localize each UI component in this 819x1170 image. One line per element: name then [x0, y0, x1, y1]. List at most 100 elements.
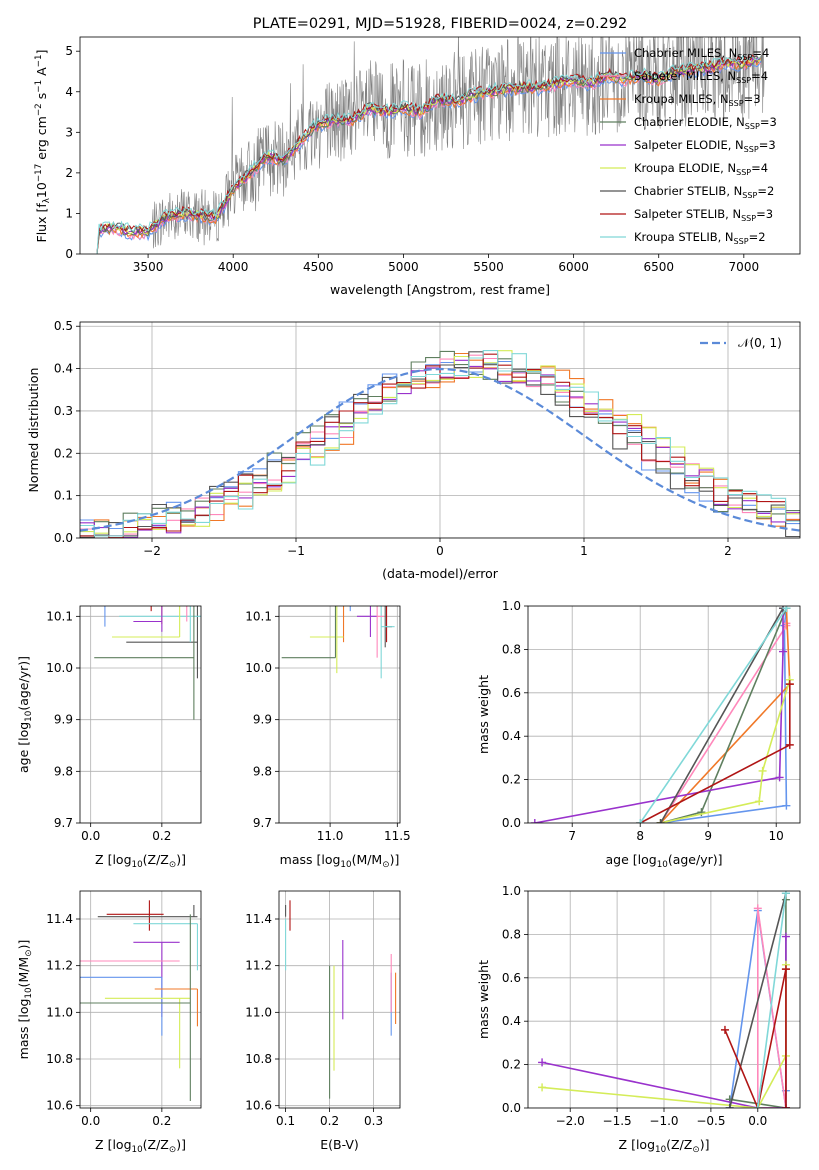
y-tick-label: 0.0 — [502, 1101, 521, 1115]
label-part: (Z/Z — [143, 852, 169, 867]
x-axis-label: wavelength [Angstrom, rest frame] — [330, 282, 550, 297]
weight-marker — [782, 606, 791, 613]
y-tick-label: 11.0 — [46, 1005, 73, 1019]
weight-line-salpeter-elodie — [534, 608, 784, 823]
y-tick-label: 11.4 — [46, 912, 73, 926]
y-tick-label: 11.2 — [46, 959, 73, 973]
y-tick-label: 0.1 — [54, 489, 73, 503]
axes-frame — [278, 890, 401, 1109]
label-part: 10 — [132, 860, 143, 870]
normal-curve — [80, 367, 800, 532]
weight-marker — [538, 1083, 547, 1092]
legend-label: Kroupa ELODIE, NSSP=4 — [634, 161, 768, 177]
y-axis-label: mass [log10(M/M⊙)] — [16, 940, 34, 1060]
y-tick-label: 0.8 — [502, 927, 521, 941]
weight-marker — [775, 773, 784, 782]
label-part: SSP — [737, 53, 752, 62]
y-axis-label: mass weight — [476, 675, 491, 754]
x-tick-label: 3500 — [133, 260, 164, 274]
x-tick-label: 0.1 — [276, 1114, 295, 1128]
x-tick-label: 7000 — [729, 260, 760, 274]
weight-line-kroupa-stelib — [757, 893, 787, 1108]
weight-marker — [753, 1104, 762, 1108]
label-part: =3 — [760, 115, 777, 129]
weight-line-chabrier-stelib — [728, 892, 787, 1108]
y-tick-label: 11.4 — [245, 912, 272, 926]
label-part: ⊙ — [24, 949, 34, 956]
label-part: Chabrier STELIB, N — [634, 184, 742, 198]
x-tick-label: 0.0 — [81, 829, 100, 843]
x-tick-label: 0.0 — [81, 1114, 100, 1128]
label-part: SSP — [736, 168, 751, 177]
label-part: −17 — [34, 164, 44, 182]
y-tick-label: 0.4 — [502, 1014, 521, 1028]
weight-marker — [725, 1104, 734, 1108]
weight-line-kroupa-elodie — [660, 679, 791, 823]
label-part: age [log — [605, 852, 656, 867]
chart-title: PLATE=0291, MJD=51928, FIBERID=0024, z=0… — [253, 16, 627, 32]
plot-area — [279, 606, 400, 823]
label-part: 10 — [132, 1145, 143, 1155]
panel-1: −2 −1 0 1 2 0.0 0.1 0.2 0.3 0.4 0.5 (data-model)/er… — [26, 319, 801, 581]
y-tick-label: 0.2 — [54, 446, 73, 460]
label-part: λ — [42, 198, 52, 203]
x-tick-label: 9 — [704, 829, 712, 843]
plot-area — [80, 891, 201, 1108]
residual-histogram-kroupa-stelib — [80, 350, 800, 537]
label-part: Kroupa STELIB, N — [634, 230, 734, 244]
label-part: Kroupa MILES, N — [634, 92, 729, 106]
plot-area — [80, 606, 201, 823]
axes-frame — [278, 605, 401, 824]
weight-marker — [753, 904, 762, 913]
x-tick-label: 5000 — [388, 260, 419, 274]
x-tick-label: 5500 — [473, 260, 504, 274]
label-part: (Z/Z — [143, 1137, 169, 1152]
y-tick-label: 9.8 — [54, 764, 73, 778]
label-part: SSP — [744, 145, 759, 154]
y-tick-label: 1.0 — [502, 884, 521, 898]
y-tick-label: 9.7 — [54, 816, 73, 830]
y-tick-label: 0.0 — [54, 531, 73, 545]
x-tick-label: 8 — [636, 829, 644, 843]
x-tick-label: 11.5 — [384, 829, 411, 843]
x-tick-label: 4000 — [218, 260, 249, 274]
plot-area — [96, 37, 765, 254]
weight-marker — [785, 740, 794, 749]
label-part: mass [log — [16, 999, 31, 1060]
x-tick-label: −1.0 — [649, 1114, 678, 1128]
weight-marker — [720, 1025, 729, 1034]
legend-label: Salpeter STELIB, NSSP=3 — [634, 207, 773, 223]
label-part: (Z/Z — [666, 1137, 692, 1152]
plot-area — [528, 891, 800, 1108]
x-tick-label: −2.0 — [556, 1114, 585, 1128]
y-tick-label: 5 — [65, 44, 73, 58]
x-axis-label: Z [log10(Z/Z⊙)] — [619, 1137, 710, 1155]
x-tick-label: 11.0 — [317, 829, 344, 843]
legend-label: Kroupa MILES, NSSP=3 — [634, 92, 761, 108]
label-part: mass [log — [280, 852, 341, 867]
x-tick-label: 2 — [724, 544, 732, 558]
legend-label: Chabrier ELODIE, NSSP=3 — [634, 115, 777, 131]
model-spectrum-kroupa-stelib — [96, 55, 762, 254]
label-part: Flux [f — [34, 203, 49, 243]
label-part: SSP — [741, 214, 756, 223]
weight-marker — [781, 891, 790, 898]
plot-area — [80, 322, 800, 538]
y-tick-label: 0 — [65, 247, 73, 261]
axes-frame — [79, 890, 202, 1109]
y-axis-label: Flux [fλ10−17 erg cm−2 s−1 A−1] — [34, 50, 52, 243]
y-axis-label: mass weight — [476, 960, 491, 1039]
x-tick-label: −2 — [143, 544, 161, 558]
y-tick-label: 0.5 — [54, 319, 73, 333]
label-part: Z [log — [95, 852, 131, 867]
weight-line-chabrier-miles — [660, 608, 788, 823]
y-tick-label: 11.2 — [245, 959, 272, 973]
label-part: =3 — [744, 92, 761, 106]
observed-spectrum — [151, 37, 765, 249]
weight-marker — [755, 797, 764, 806]
label-part: )] — [700, 1137, 710, 1152]
weight-line-kroupa-miles — [660, 608, 791, 823]
label-part: 10 — [24, 987, 34, 998]
